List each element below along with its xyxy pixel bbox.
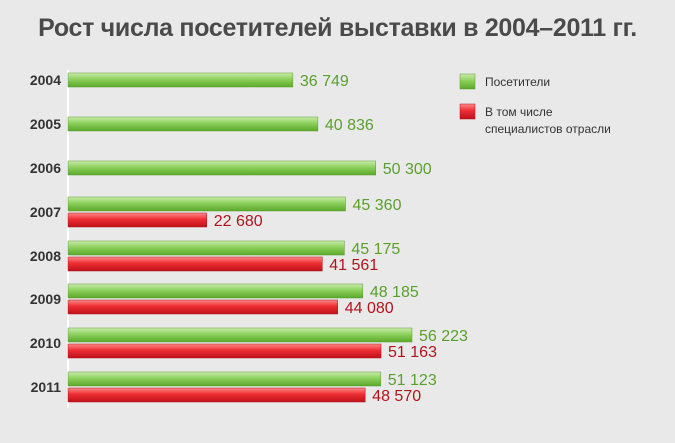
legend-swatch-specialists [459,103,476,120]
visitors-bar-2007 [67,196,346,212]
visitors-bar-2010 [67,327,413,343]
visitors-value-2009: 48 185 [370,284,419,301]
visitors-value-2007: 45 360 [353,197,402,214]
legend-swatch-visitors [459,73,476,90]
visitors-bar-2008 [67,240,345,256]
visitors-value-2010: 56 223 [419,328,468,345]
year-label-2011: 2011 [31,379,62,395]
legend-label-specialists-line-1: В том числе [485,105,553,119]
year-label-2005: 2005 [30,116,61,132]
visitors-value-2006: 50 300 [383,161,432,178]
specialists-value-2008: 41 561 [329,257,378,274]
year-label-2007: 2007 [30,204,61,220]
visitors-bar-2005 [67,116,319,132]
specialists-value-2009: 44 080 [345,300,394,317]
specialists-bar-2008 [67,256,323,272]
chart-title: Рост числа посетителей выставки в 2004–2… [38,14,637,42]
year-label-2009: 2009 [30,291,61,307]
year-label-2004: 2004 [30,72,61,88]
legend-label-visitors-line-1: Посетители [485,75,550,89]
specialists-bar-2007 [67,212,208,228]
specialists-bar-2011 [67,387,366,403]
specialists-value-2007: 22 680 [214,213,263,230]
legend-label-specialists-line-2: специалистов отрасли [485,122,611,136]
visitors-value-2011: 51 123 [388,372,437,389]
year-label-2008: 2008 [30,248,61,264]
visitors-bar-2009 [67,283,364,299]
year-label-2010: 2010 [30,335,61,351]
visitors-bar-2006 [67,160,377,176]
year-label-2006: 2006 [30,160,61,176]
specialists-value-2010: 51 163 [388,344,437,361]
specialists-bar-2010 [67,343,382,359]
visitors-value-2005: 40 836 [325,117,374,134]
specialists-value-2011: 48 570 [372,388,421,405]
visitors-value-2004: 36 749 [300,73,349,90]
specialists-bar-2009 [67,299,338,315]
visitors-value-2008: 45 175 [351,241,400,258]
visitors-bar-2004 [67,72,294,88]
visitors-bar-2011 [67,371,382,387]
